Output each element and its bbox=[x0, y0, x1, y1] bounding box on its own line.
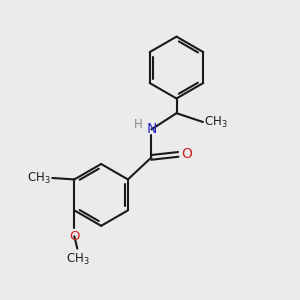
Text: CH$_3$: CH$_3$ bbox=[205, 115, 228, 130]
Text: O: O bbox=[69, 230, 80, 242]
Text: N: N bbox=[146, 122, 157, 136]
Text: O: O bbox=[181, 147, 192, 161]
Text: CH$_3$: CH$_3$ bbox=[27, 170, 51, 185]
Text: H: H bbox=[134, 118, 142, 130]
Text: CH$_3$: CH$_3$ bbox=[66, 252, 90, 267]
